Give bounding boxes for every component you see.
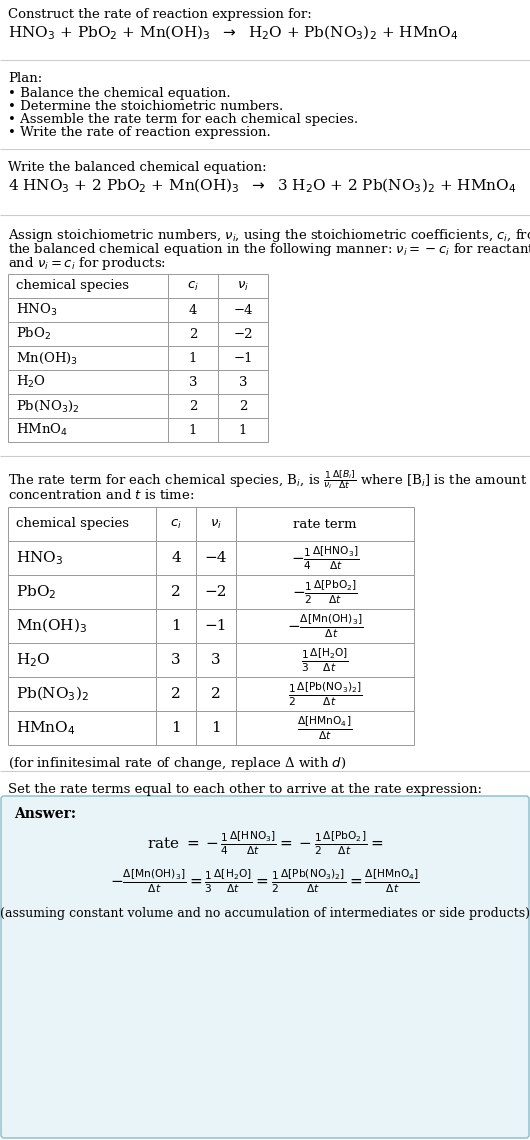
Text: HNO$_3$ + PbO$_2$ + Mn(OH)$_3$  $\rightarrow$  H$_2$O + Pb(NO$_3$)$_2$ + HMnO$_4: HNO$_3$ + PbO$_2$ + Mn(OH)$_3$ $\rightar… [8, 24, 458, 42]
Text: $\nu_i$: $\nu_i$ [237, 279, 249, 293]
Text: PbO$_2$: PbO$_2$ [16, 326, 51, 342]
Text: 1: 1 [211, 720, 221, 735]
Text: 2: 2 [171, 585, 181, 599]
Text: and $\nu_i = c_i$ for products:: and $\nu_i = c_i$ for products: [8, 255, 166, 272]
Text: $-\frac{1}{2}\frac{\Delta[\mathrm{PbO_2}]}{\Delta t}$: $-\frac{1}{2}\frac{\Delta[\mathrm{PbO_2}… [292, 578, 358, 605]
Text: PbO$_2$: PbO$_2$ [16, 584, 56, 601]
Text: (for infinitesimal rate of change, replace Δ with $d$): (for infinitesimal rate of change, repla… [8, 755, 347, 772]
Text: −4: −4 [233, 303, 253, 317]
Text: $-\frac{\Delta[\mathrm{Mn(OH)_3}]}{\Delta t} = \frac{1}{3}\frac{\Delta[\mathrm{H: $-\frac{\Delta[\mathrm{Mn(OH)_3}]}{\Delt… [110, 868, 420, 895]
Text: chemical species: chemical species [16, 279, 129, 293]
Text: HMnO$_4$: HMnO$_4$ [16, 719, 75, 736]
Text: $\nu_i$: $\nu_i$ [210, 518, 222, 530]
Text: −1: −1 [233, 351, 253, 365]
Text: $c_i$: $c_i$ [187, 279, 199, 293]
Text: the balanced chemical equation in the following manner: $\nu_i = -c_i$ for react: the balanced chemical equation in the fo… [8, 241, 530, 258]
Text: rate $= -\frac{1}{4}\frac{\Delta[\mathrm{HNO_3}]}{\Delta t} = -\frac{1}{2}\frac{: rate $= -\frac{1}{4}\frac{\Delta[\mathrm… [147, 829, 383, 856]
Text: Mn(OH)$_3$: Mn(OH)$_3$ [16, 617, 87, 635]
Text: −2: −2 [205, 585, 227, 599]
Text: 2: 2 [171, 687, 181, 701]
Text: 1: 1 [239, 423, 247, 437]
Text: $-\frac{1}{4}\frac{\Delta[\mathrm{HNO_3}]}{\Delta t}$: $-\frac{1}{4}\frac{\Delta[\mathrm{HNO_3}… [290, 544, 359, 572]
Text: $\frac{\Delta[\mathrm{HMnO_4}]}{\Delta t}$: $\frac{\Delta[\mathrm{HMnO_4}]}{\Delta t… [297, 714, 352, 742]
Text: Assign stoichiometric numbers, $\nu_i$, using the stoichiometric coefficients, $: Assign stoichiometric numbers, $\nu_i$, … [8, 227, 530, 244]
Text: 3: 3 [238, 375, 248, 389]
Bar [8, 507, 414, 746]
Text: (assuming constant volume and no accumulation of intermediates or side products): (assuming constant volume and no accumul… [0, 907, 530, 920]
Text: $-\frac{\Delta[\mathrm{Mn(OH)_3}]}{\Delta t}$: $-\frac{\Delta[\mathrm{Mn(OH)_3}]}{\Delt… [287, 612, 363, 640]
Text: Construct the rate of reaction expression for:: Construct the rate of reaction expressio… [8, 8, 312, 21]
Text: 3: 3 [189, 375, 197, 389]
FancyBboxPatch shape [1, 796, 529, 1138]
Text: −4: −4 [205, 551, 227, 565]
Text: $\frac{1}{3}\frac{\Delta[\mathrm{H_2O}]}{\Delta t}$: $\frac{1}{3}\frac{\Delta[\mathrm{H_2O}]}… [301, 646, 349, 674]
Text: • Determine the stoichiometric numbers.: • Determine the stoichiometric numbers. [8, 100, 283, 113]
Bar [8, 274, 268, 442]
Text: H$_2$O: H$_2$O [16, 374, 46, 390]
Text: 2: 2 [211, 687, 221, 701]
Text: 1: 1 [171, 619, 181, 633]
Text: The rate term for each chemical species, B$_i$, is $\frac{1}{\nu_i}\frac{\Delta[: The rate term for each chemical species,… [8, 469, 527, 491]
Text: chemical species: chemical species [16, 518, 129, 530]
Text: 1: 1 [189, 351, 197, 365]
Text: 4: 4 [171, 551, 181, 565]
Text: Set the rate terms equal to each other to arrive at the rate expression:: Set the rate terms equal to each other t… [8, 783, 482, 796]
Text: 2: 2 [189, 399, 197, 413]
Text: 1: 1 [171, 720, 181, 735]
Text: −1: −1 [205, 619, 227, 633]
Text: 2: 2 [189, 327, 197, 341]
Text: 3: 3 [171, 653, 181, 667]
Text: 3: 3 [211, 653, 221, 667]
Text: Write the balanced chemical equation:: Write the balanced chemical equation: [8, 161, 267, 174]
Text: HNO$_3$: HNO$_3$ [16, 549, 63, 567]
Text: 1: 1 [189, 423, 197, 437]
Text: HNO$_3$: HNO$_3$ [16, 302, 57, 318]
Text: H$_2$O: H$_2$O [16, 651, 50, 669]
Text: HMnO$_4$: HMnO$_4$ [16, 422, 68, 438]
Text: Plan:: Plan: [8, 72, 42, 86]
Text: Pb(NO$_3$)$_2$: Pb(NO$_3$)$_2$ [16, 685, 89, 703]
Text: Mn(OH)$_3$: Mn(OH)$_3$ [16, 350, 78, 366]
Text: rate term: rate term [293, 518, 357, 530]
Text: −2: −2 [233, 327, 253, 341]
Text: 2: 2 [239, 399, 247, 413]
Text: Pb(NO$_3$)$_2$: Pb(NO$_3$)$_2$ [16, 398, 80, 414]
Text: 4: 4 [189, 303, 197, 317]
Text: • Write the rate of reaction expression.: • Write the rate of reaction expression. [8, 127, 271, 139]
Text: • Balance the chemical equation.: • Balance the chemical equation. [8, 87, 231, 100]
Text: $c_i$: $c_i$ [170, 518, 182, 530]
Text: $\frac{1}{2}\frac{\Delta[\mathrm{Pb(NO_3)_2}]}{\Delta t}$: $\frac{1}{2}\frac{\Delta[\mathrm{Pb(NO_3… [288, 681, 363, 708]
Text: 4 HNO$_3$ + 2 PbO$_2$ + Mn(OH)$_3$  $\rightarrow$  3 H$_2$O + 2 Pb(NO$_3$)$_2$ +: 4 HNO$_3$ + 2 PbO$_2$ + Mn(OH)$_3$ $\rig… [8, 177, 516, 195]
Text: • Assemble the rate term for each chemical species.: • Assemble the rate term for each chemic… [8, 113, 358, 127]
Text: concentration and $t$ is time:: concentration and $t$ is time: [8, 488, 195, 502]
Text: Answer:: Answer: [14, 807, 76, 821]
